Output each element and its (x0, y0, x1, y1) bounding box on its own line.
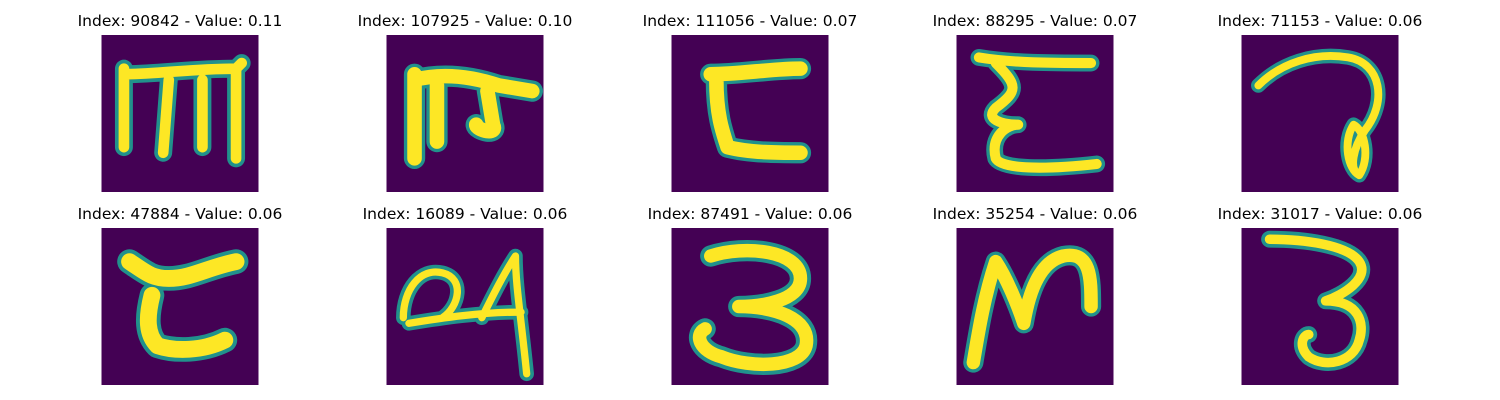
glyph-image (1241, 35, 1399, 192)
tile-title: Index: 107925 - Value: 0.10 (357, 12, 573, 30)
tile-title: Index: 71153 - Value: 0.06 (1217, 12, 1423, 30)
tile-title: Index: 111056 - Value: 0.07 (642, 12, 858, 30)
glyph-image (101, 228, 259, 385)
glyph-image (386, 35, 544, 192)
glyph-image (671, 35, 829, 192)
glyph-image (101, 35, 259, 192)
tile: Index: 88295 - Value: 0.07 (890, 0, 1180, 192)
glyph-image (386, 228, 544, 385)
glyph-image (956, 228, 1114, 385)
tile: Index: 71153 - Value: 0.06 (1175, 0, 1465, 192)
tile: Index: 47884 - Value: 0.06 (35, 193, 325, 385)
tile: Index: 87491 - Value: 0.06 (605, 193, 895, 385)
glyph-image (671, 228, 829, 385)
tile-title: Index: 87491 - Value: 0.06 (647, 205, 853, 223)
tile-title: Index: 90842 - Value: 0.11 (77, 12, 283, 30)
tile-title: Index: 88295 - Value: 0.07 (932, 12, 1138, 30)
tile-title: Index: 31017 - Value: 0.06 (1217, 205, 1423, 223)
tile-title: Index: 47884 - Value: 0.06 (77, 205, 283, 223)
tile-title: Index: 35254 - Value: 0.06 (932, 205, 1138, 223)
tile: Index: 111056 - Value: 0.07 (605, 0, 895, 192)
tile: Index: 16089 - Value: 0.06 (320, 193, 610, 385)
tile: Index: 31017 - Value: 0.06 (1175, 193, 1465, 385)
glyph-image (1241, 228, 1399, 385)
glyph-image (956, 35, 1114, 192)
tile-title: Index: 16089 - Value: 0.06 (362, 205, 568, 223)
tile: Index: 90842 - Value: 0.11 (35, 0, 325, 192)
tile: Index: 35254 - Value: 0.06 (890, 193, 1180, 385)
tile: Index: 107925 - Value: 0.10 (320, 0, 610, 192)
